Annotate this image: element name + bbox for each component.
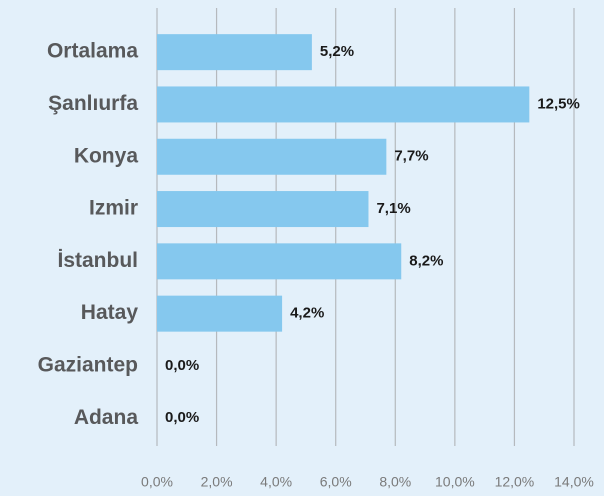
value-label: 12,5% — [537, 95, 580, 112]
y-tick-label: Adana — [74, 406, 139, 429]
y-tick-label: Ortalama — [47, 40, 138, 63]
x-tick-label: 8,0% — [379, 474, 411, 490]
value-label: 8,2% — [409, 252, 443, 269]
value-label: 7,7% — [394, 148, 428, 165]
x-tick-label: 14,0% — [554, 474, 594, 490]
y-tick-label: Konya — [74, 144, 139, 167]
value-label: 0,0% — [165, 357, 199, 374]
x-tick-label: 2,0% — [201, 474, 233, 490]
x-tick-label: 10,0% — [435, 474, 475, 490]
x-tick-label: 12,0% — [495, 474, 535, 490]
bar — [157, 34, 312, 71]
bar — [157, 295, 283, 332]
y-tick-label: Şanlıurfa — [48, 92, 138, 115]
y-tick-label: Gaziantep — [38, 353, 138, 376]
y-tick-label: Izmir — [89, 197, 138, 220]
value-label: 4,2% — [290, 305, 324, 322]
value-label: 7,1% — [376, 200, 410, 217]
x-tick-label: 0,0% — [141, 474, 173, 490]
x-tick-label: 6,0% — [320, 474, 352, 490]
value-label: 0,0% — [165, 409, 199, 426]
y-tick-label: Hatay — [81, 301, 139, 324]
bar — [157, 138, 387, 175]
bar — [157, 191, 369, 228]
x-tick-label: 4,0% — [260, 474, 292, 490]
bar — [157, 243, 402, 280]
y-tick-label: İstanbul — [57, 249, 138, 272]
bar — [157, 86, 530, 123]
value-label: 5,2% — [320, 43, 354, 60]
